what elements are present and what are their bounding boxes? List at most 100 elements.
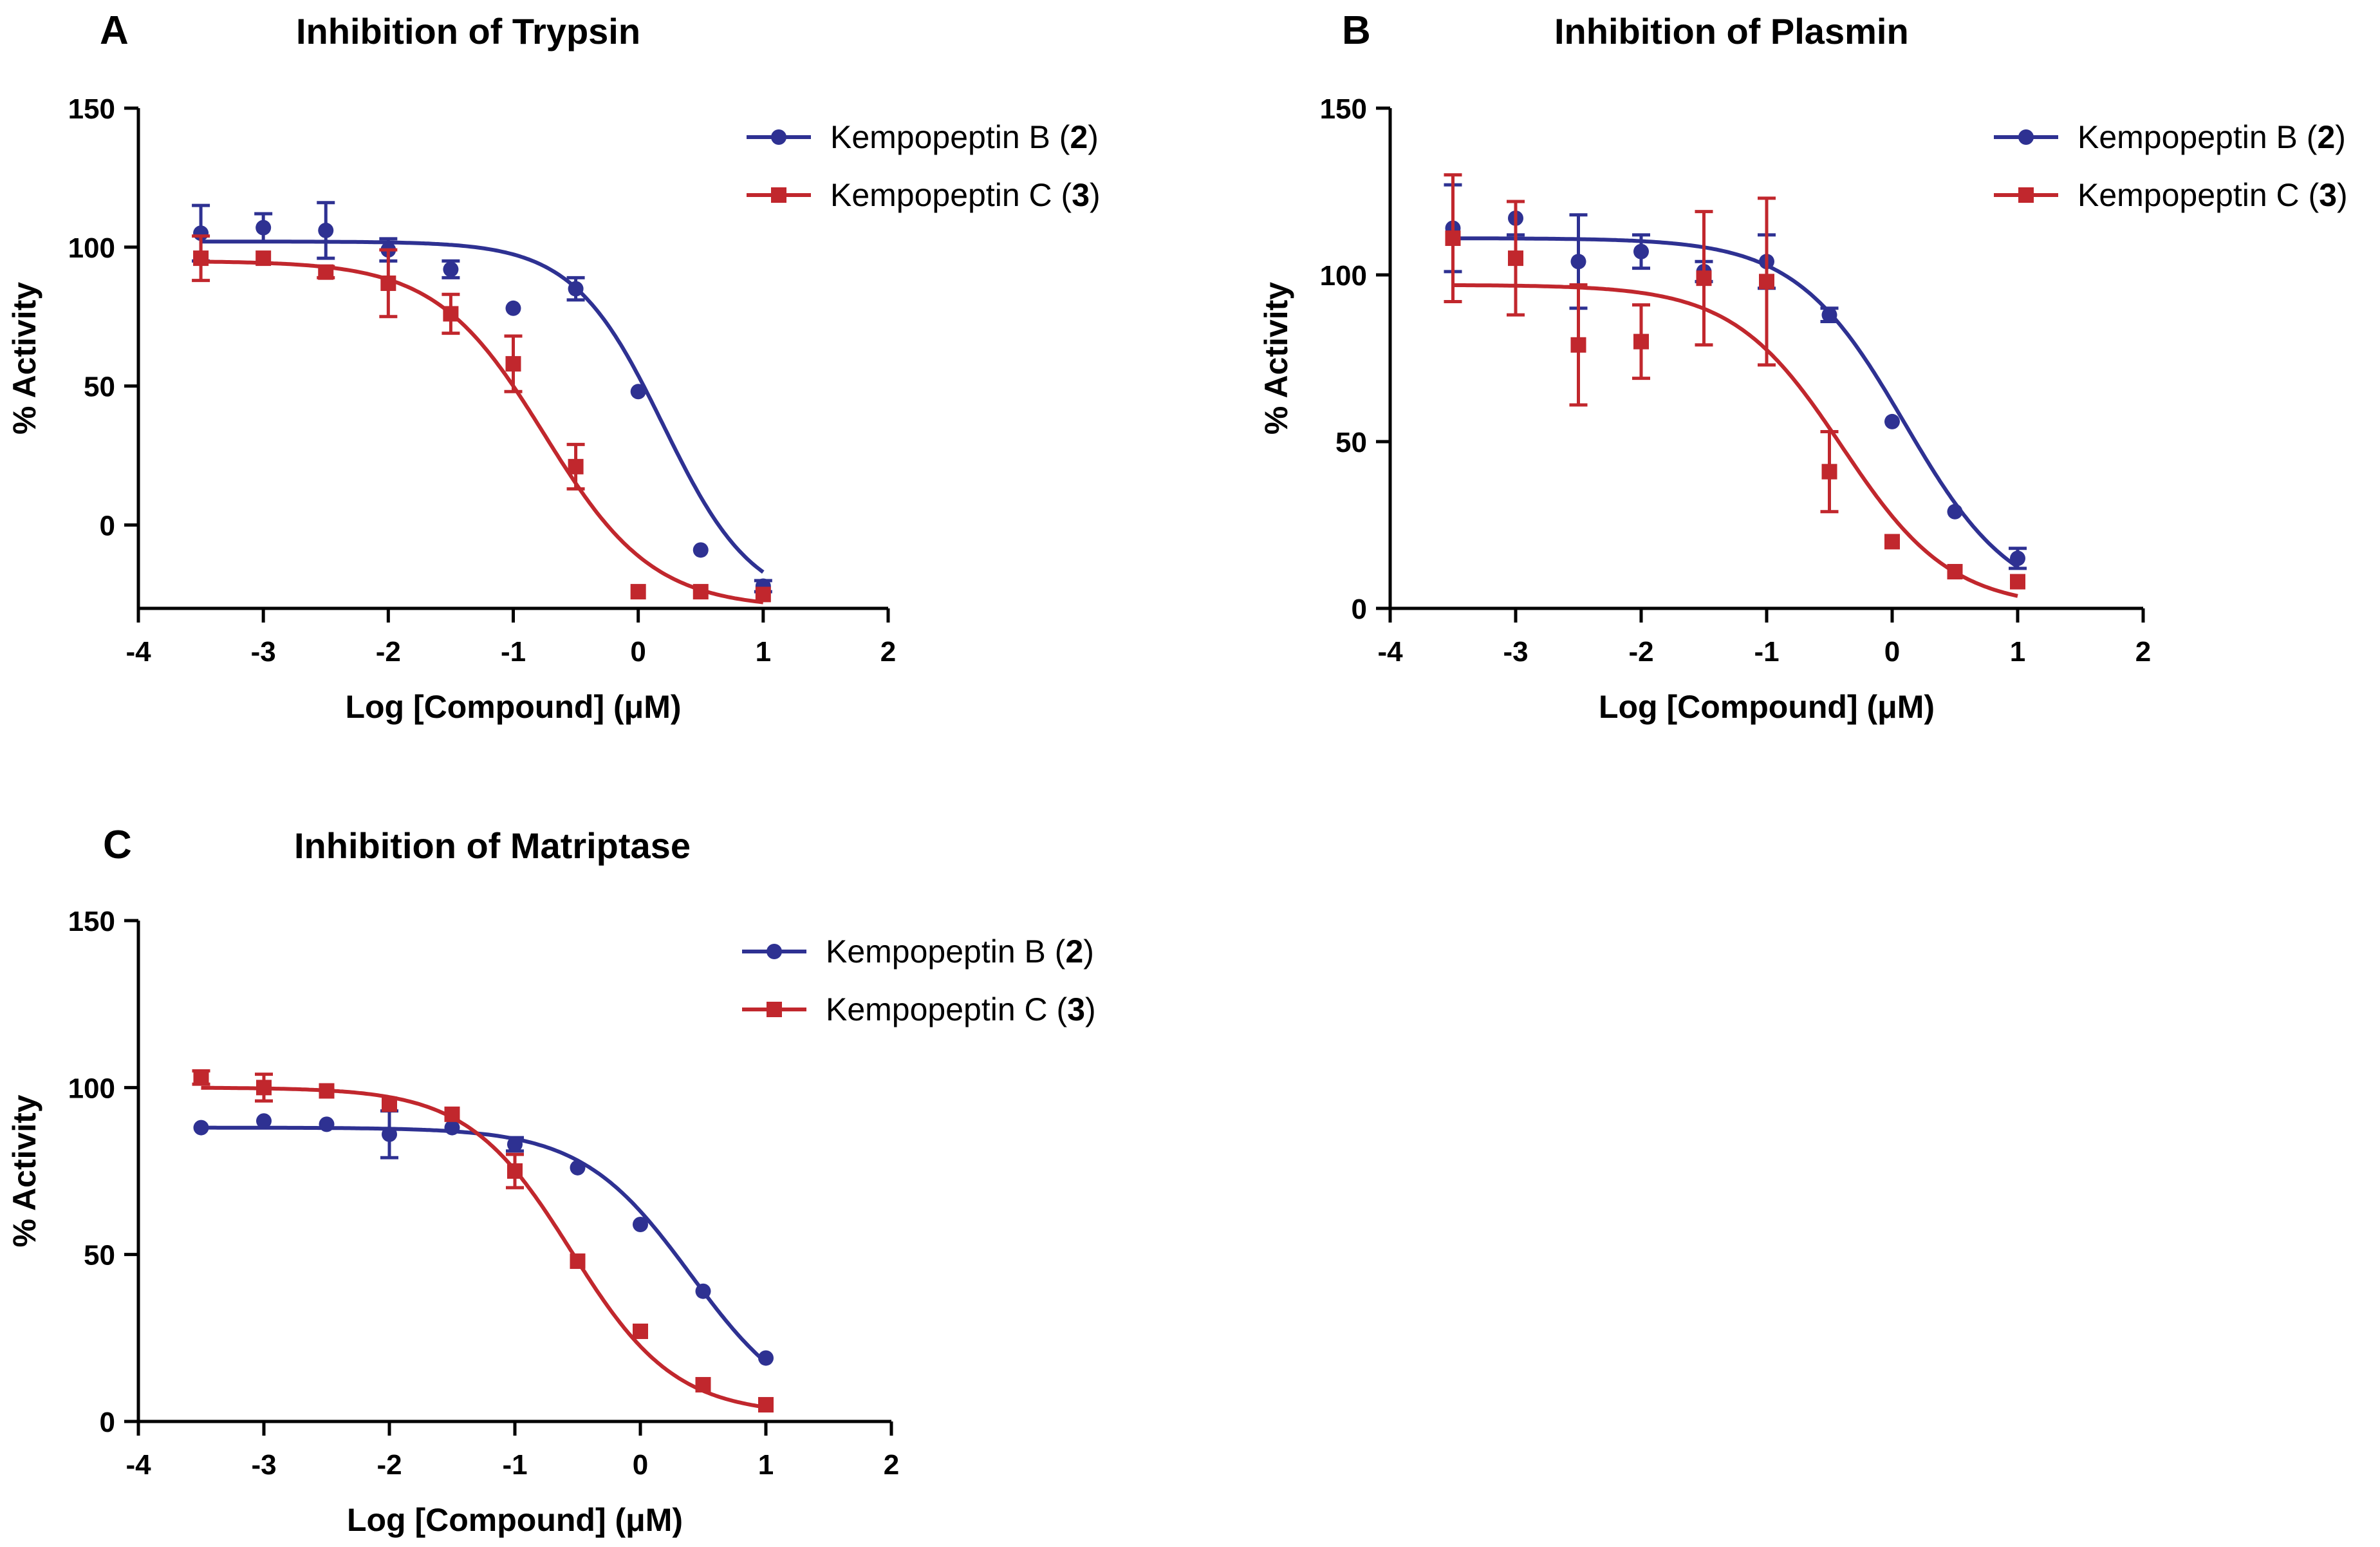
y-tick-label: 50: [1335, 427, 1367, 458]
data-point: [507, 1163, 523, 1179]
legend-label: Kempopeptin B (2): [2078, 119, 2346, 155]
legend-label: Kempopeptin C (3): [830, 177, 1101, 213]
data-point: [1947, 503, 1963, 520]
data-point: [380, 275, 396, 291]
y-tick-label: 100: [68, 1073, 115, 1104]
x-tick-label: 1: [756, 636, 771, 668]
data-point: [1508, 250, 1523, 267]
data-point: [570, 1159, 586, 1176]
data-point: [443, 306, 459, 322]
y-tick-label: 100: [1320, 260, 1367, 292]
legend-marker: [771, 187, 786, 203]
data-point: [443, 261, 459, 277]
x-tick-label: -1: [502, 1449, 527, 1481]
chart-title: Inhibition of Plasmin: [1554, 11, 1909, 52]
data-point: [256, 250, 272, 267]
legend-series-name: Kempopeptin C: [826, 991, 1057, 1027]
legend-marker: [771, 129, 786, 145]
legend-marker: [767, 944, 782, 959]
data-point: [1821, 464, 1837, 480]
y-tick-label: 0: [100, 1407, 115, 1438]
panel-letter: C: [103, 823, 132, 867]
legend-label: Kempopeptin B (2): [826, 933, 1094, 970]
data-point: [319, 1116, 335, 1132]
legend-series-name: Kempopeptin B: [830, 119, 1059, 155]
data-point: [695, 1283, 711, 1299]
legend-marker: [767, 1002, 782, 1017]
fit-curve: [201, 1085, 767, 1409]
legend-compound-number: 2: [1070, 119, 1088, 155]
legend-entry: Kempopeptin B (2): [1994, 119, 2346, 155]
data-point: [193, 250, 209, 267]
x-tick-label: -4: [1377, 636, 1403, 668]
y-tick-label: 150: [68, 906, 115, 937]
x-tick-label: -3: [1503, 636, 1528, 668]
x-tick-label: -3: [251, 1449, 276, 1481]
chart-title: Inhibition of Matriptase: [294, 825, 691, 866]
x-tick-label: 2: [880, 636, 896, 668]
fit-curve: [201, 259, 764, 605]
y-tick-label: 0: [100, 511, 115, 542]
data-point: [318, 222, 334, 238]
data-point: [695, 1376, 711, 1392]
data-point: [444, 1120, 460, 1136]
x-tick-label: 1: [2010, 636, 2025, 668]
legend-entry: Kempopeptin C (3): [742, 991, 1096, 1027]
data-point: [2010, 550, 2025, 567]
data-point: [382, 1126, 397, 1142]
y-axis-label: % Activity: [1258, 282, 1294, 435]
x-tick-label: 2: [884, 1449, 899, 1481]
data-point: [758, 1350, 774, 1366]
y-tick-label: 50: [84, 371, 115, 403]
data-point: [630, 584, 646, 600]
data-point: [507, 1136, 523, 1152]
y-axis-label: % Activity: [6, 1094, 42, 1247]
chart-title: Inhibition of Trypsin: [296, 11, 640, 52]
legend-series-name: Kempopeptin B: [826, 933, 1055, 970]
fit-curve: [201, 239, 765, 574]
data-point: [2010, 574, 2025, 590]
series-kempopeptin-b: [1444, 183, 2027, 570]
data-point: [256, 1080, 272, 1096]
data-point: [570, 1253, 586, 1270]
series-kempopeptin-c: [192, 1069, 774, 1413]
x-tick-label: 0: [633, 1449, 648, 1481]
data-point: [318, 264, 334, 280]
legend-compound-number: 2: [1065, 933, 1083, 970]
fit-curve: [1453, 283, 2018, 598]
legend-entry: Kempopeptin C (3): [747, 177, 1101, 213]
x-tick-label: -4: [126, 636, 151, 668]
data-point: [505, 356, 521, 372]
y-axis-label: % Activity: [6, 282, 42, 435]
x-axis-label: Log [Compound] (μM): [347, 1502, 683, 1538]
legend-series-name: Kempopeptin B: [2078, 119, 2307, 155]
legend-marker: [2018, 129, 2034, 145]
legend-compound-number: 3: [1067, 991, 1085, 1027]
data-point: [633, 1323, 648, 1339]
fit-curve: [201, 1125, 767, 1364]
data-point: [1759, 274, 1774, 290]
data-point: [568, 281, 584, 297]
data-point: [1884, 534, 1900, 550]
y-tick-label: 150: [68, 93, 115, 125]
data-point: [693, 542, 709, 558]
panel-letter: A: [100, 8, 129, 53]
data-point: [193, 1069, 209, 1085]
series-kempopeptin-b: [193, 1109, 774, 1366]
data-point: [755, 586, 771, 603]
chart-panel-b: B Inhibition of Plasmin -4 -3 -2 -1 0 1 2 0 50 100 1…: [1258, 8, 2348, 725]
x-tick-label: 0: [630, 636, 646, 668]
x-tick-label: -1: [501, 636, 526, 668]
data-point: [1633, 243, 1649, 259]
data-point: [1570, 254, 1586, 270]
data-point: [1884, 413, 1900, 429]
y-tick-label: 100: [68, 232, 115, 264]
chart-panel-a: A Inhibition of Trypsin -4 -3 -2 -1 0 1 2 0 50 100 1…: [6, 8, 1101, 725]
x-tick-label: -3: [251, 636, 276, 668]
legend-entry: Kempopeptin B (2): [747, 119, 1099, 155]
data-point: [693, 584, 709, 600]
data-point: [382, 1096, 397, 1112]
series-kempopeptin-c: [1444, 173, 2025, 598]
data-point: [1445, 230, 1461, 247]
